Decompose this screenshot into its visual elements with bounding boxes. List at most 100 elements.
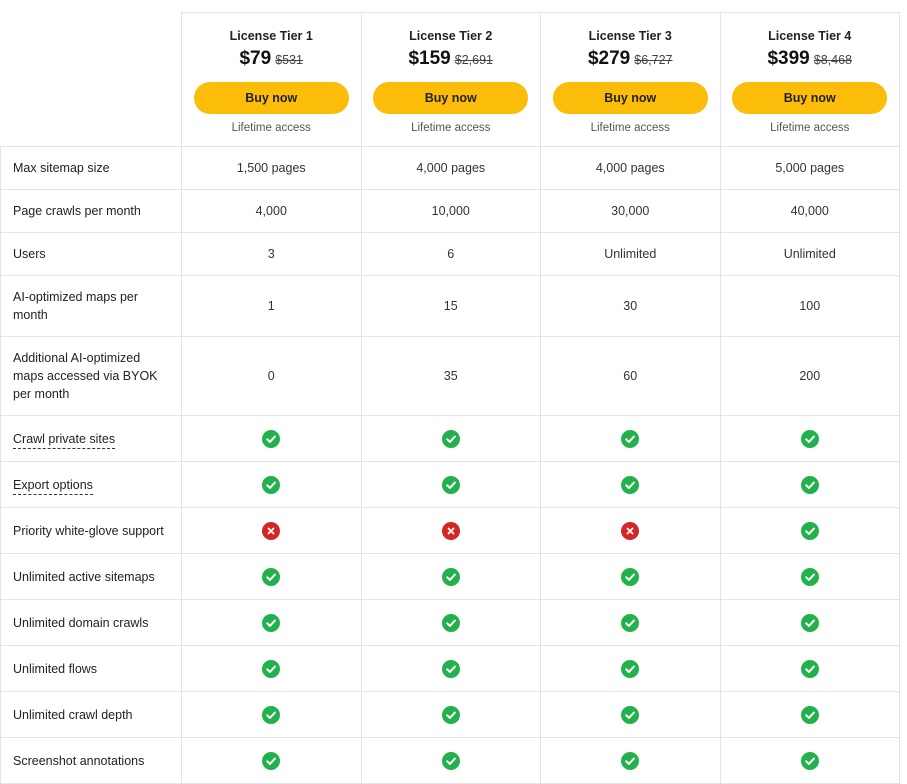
tier-old-price: $8,468 [813, 53, 852, 67]
feature-label: Max sitemap size [13, 161, 110, 175]
tier-1-value-cell [181, 737, 362, 784]
value-text: Unlimited [783, 247, 836, 261]
tier-3-value-cell [540, 645, 721, 692]
tier-4-value-cell [719, 645, 900, 692]
tier-3-value-cell: 30 [540, 275, 721, 337]
value-text: 30,000 [611, 204, 650, 218]
tier-1-value-cell: 0 [181, 336, 362, 416]
value-text: 1 [267, 299, 275, 313]
tier-2-value-cell: 35 [360, 336, 541, 416]
table-row: Additional AI-optimized maps accessed vi… [0, 336, 900, 416]
feature-cell: AI-optimized maps per month [0, 275, 182, 337]
tier-1-value-cell [181, 553, 362, 600]
check-icon [441, 705, 460, 724]
feature-cell: Priority white-glove support [0, 507, 182, 554]
feature-label[interactable]: Export options [13, 477, 93, 495]
value-text: 1,500 pages [236, 161, 306, 175]
tier-1-value-cell [181, 507, 362, 554]
table-row: Export options [0, 461, 900, 508]
check-icon [441, 751, 460, 770]
tier-4-header: License Tier 4 $399 $8,468 Buy now Lifeti… [719, 12, 900, 147]
tier-2-value-cell: 15 [360, 275, 541, 337]
feature-cell: Unlimited flows [0, 645, 182, 692]
lifetime-access-label: Lifetime access [231, 122, 311, 134]
feature-label: Unlimited active sitemaps [13, 569, 155, 584]
tier-3-value-cell: 60 [540, 336, 721, 416]
tier-4-value-cell [719, 737, 900, 784]
value-text: 10,000 [431, 204, 470, 218]
tier-2-value-cell [360, 737, 541, 784]
tier-2-value-cell [360, 415, 541, 462]
value-text: 0 [267, 369, 275, 383]
tier-4-value-cell: 5,000 pages [719, 146, 900, 190]
feature-cell: Users [0, 232, 182, 276]
value-text: 35 [443, 369, 458, 383]
tier-price: $79 [239, 48, 272, 69]
table-row: Unlimited flows [0, 645, 900, 692]
value-text: 40,000 [790, 204, 829, 218]
tier-2-header: License Tier 2 $159 $2,691 Buy now Lifeti… [360, 12, 541, 147]
table-row: AI-optimized maps per month 1 15 30 100 [0, 275, 900, 337]
tier-1-value-cell: 1 [181, 275, 362, 337]
lifetime-access-label: Lifetime access [411, 122, 491, 134]
feature-cell: Crawl private sites [0, 415, 182, 462]
check-icon [262, 705, 281, 724]
feature-label: Unlimited crawl depth [13, 707, 133, 722]
tier-2-value-cell [360, 691, 541, 738]
tier-3-value-cell [540, 691, 721, 738]
tier-3-value-cell [540, 553, 721, 600]
buy-now-button-tier-2[interactable]: Buy now [373, 82, 529, 114]
buy-now-button-tier-1[interactable]: Buy now [193, 82, 349, 114]
feature-label: Priority white-glove support [13, 523, 164, 538]
value-text: Unlimited [604, 247, 657, 261]
cross-icon [262, 521, 281, 540]
tier-4-value-cell: 100 [719, 275, 900, 337]
tier-old-price: $2,691 [454, 53, 493, 67]
tier-4-value-cell [719, 599, 900, 646]
value-text: 4,000 [255, 204, 287, 218]
check-icon [441, 659, 460, 678]
value-text: 4,000 pages [595, 161, 665, 175]
table-row: Crawl private sites [0, 415, 900, 462]
tier-4-value-cell: 40,000 [719, 189, 900, 233]
feature-label: Users [13, 247, 46, 261]
check-icon [262, 475, 281, 494]
cross-icon [621, 521, 640, 540]
feature-label[interactable]: Crawl private sites [13, 431, 116, 449]
check-icon [621, 429, 640, 448]
feature-label: Page crawls per month [13, 204, 141, 218]
feature-cell: Screenshot annotations [0, 737, 182, 784]
check-icon [800, 613, 819, 632]
tier-1-value-cell [181, 599, 362, 646]
tier-name: License Tier 1 [229, 29, 313, 43]
table-row: Screenshot annotations [0, 737, 900, 784]
check-icon [621, 613, 640, 632]
feature-cell: Max sitemap size [0, 146, 182, 190]
feature-cell: Additional AI-optimized maps accessed vi… [0, 336, 182, 416]
feature-label: Screenshot annotations [13, 753, 145, 768]
tier-4-value-cell: 200 [719, 336, 900, 416]
value-text: 100 [799, 299, 821, 313]
check-icon [621, 567, 640, 586]
check-icon [262, 613, 281, 632]
feature-label: Unlimited flows [13, 661, 98, 676]
check-icon [262, 659, 281, 678]
lifetime-access-label: Lifetime access [770, 122, 850, 134]
check-icon [441, 429, 460, 448]
value-text: 6 [447, 247, 455, 261]
tier-2-value-cell [360, 645, 541, 692]
tier-1-header: License Tier 1 $79 $531 Buy now Lifetime … [181, 12, 362, 147]
check-icon [800, 429, 819, 448]
check-icon [262, 751, 281, 770]
tier-2-value-cell [360, 461, 541, 508]
buy-now-button-tier-3[interactable]: Buy now [552, 82, 708, 114]
tier-name: License Tier 2 [409, 29, 493, 43]
tier-3-value-cell: 30,000 [540, 189, 721, 233]
feature-label: Additional AI-optimized maps accessed vi… [13, 351, 158, 401]
tier-4-value-cell [719, 507, 900, 554]
pricing-table: License Tier 1 $79 $531 Buy now Lifetime … [0, 12, 900, 784]
tier-price: $279 [587, 48, 631, 69]
tier-1-value-cell [181, 415, 362, 462]
buy-now-button-tier-4[interactable]: Buy now [732, 82, 888, 114]
tier-4-value-cell: Unlimited [719, 232, 900, 276]
